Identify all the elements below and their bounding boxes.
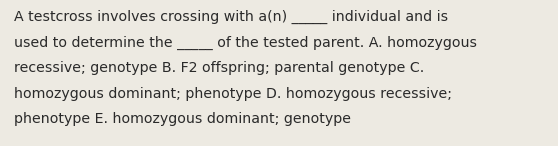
Text: recessive; genotype B. F2 offspring; parental genotype C.: recessive; genotype B. F2 offspring; par… — [14, 61, 424, 75]
Text: homozygous dominant; phenotype D. homozygous recessive;: homozygous dominant; phenotype D. homozy… — [14, 87, 452, 101]
Text: used to determine the _____ of the tested parent. A. homozygous: used to determine the _____ of the teste… — [14, 36, 477, 50]
Text: phenotype E. homozygous dominant; genotype: phenotype E. homozygous dominant; genoty… — [14, 112, 351, 126]
Text: A testcross involves crossing with a(n) _____ individual and is: A testcross involves crossing with a(n) … — [14, 10, 448, 24]
